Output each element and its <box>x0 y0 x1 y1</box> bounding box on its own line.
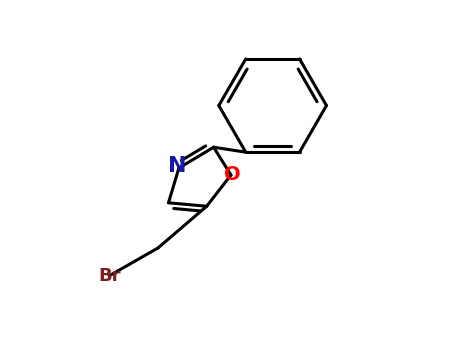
Text: N: N <box>168 156 187 176</box>
Text: O: O <box>224 166 241 184</box>
Text: Br: Br <box>98 267 121 285</box>
